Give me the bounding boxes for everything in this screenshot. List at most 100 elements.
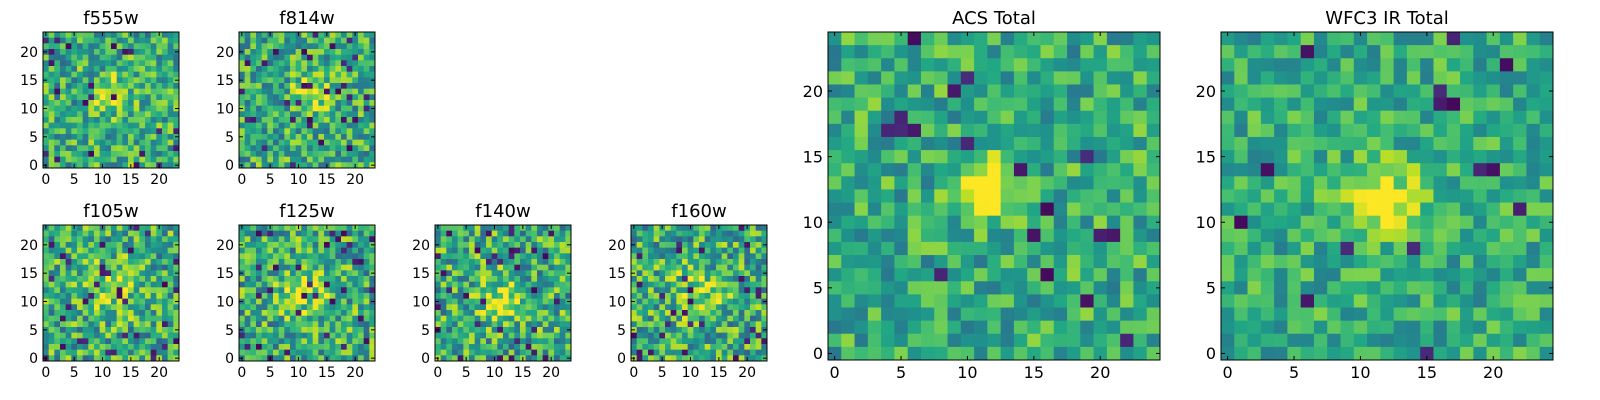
pixel (346, 83, 353, 90)
pixel (324, 60, 331, 67)
pixel (329, 315, 336, 322)
pixel (854, 97, 869, 112)
pixel (1433, 84, 1448, 98)
pixel (244, 145, 251, 152)
pixel (508, 344, 515, 351)
pixel (1234, 136, 1248, 151)
pixel (1260, 320, 1275, 335)
pixel (307, 134, 314, 141)
pixel (150, 83, 157, 90)
pixel (1027, 97, 1041, 112)
pixel (60, 281, 67, 288)
pixel (676, 242, 683, 249)
pixel (1067, 176, 1081, 190)
pixel (514, 338, 521, 345)
pixel (469, 264, 476, 271)
pixel (239, 145, 246, 152)
pixel (474, 349, 481, 356)
x-tick-label: 0 (237, 365, 246, 381)
pixel (94, 304, 101, 311)
pixel (346, 276, 353, 283)
pixel (1247, 97, 1262, 112)
pixel (65, 304, 72, 311)
pixel (486, 281, 493, 288)
pixel (329, 66, 336, 73)
pixel (239, 293, 246, 300)
pixel (329, 225, 336, 232)
pixel (1234, 32, 1248, 46)
pixel (352, 247, 359, 254)
pixel (261, 236, 268, 243)
pixel (733, 349, 740, 356)
pixel (116, 259, 123, 266)
pixel (99, 338, 106, 345)
pixel (738, 310, 745, 317)
pixel (71, 270, 78, 277)
pixel (670, 321, 677, 328)
pixel (520, 344, 527, 351)
pixel (648, 327, 655, 334)
pixel (82, 32, 89, 39)
pixel (128, 276, 135, 283)
pixel (256, 128, 263, 135)
pixel (239, 253, 246, 260)
pixel (1106, 97, 1121, 112)
pixel (721, 304, 728, 311)
pixel (284, 287, 291, 294)
pixel (256, 54, 263, 61)
pixel (256, 281, 263, 288)
pixel (312, 43, 319, 50)
pixel (1247, 202, 1262, 217)
pixel (312, 54, 319, 61)
pixel (699, 344, 706, 351)
pixel (341, 151, 348, 158)
pixel (48, 270, 55, 277)
pixel (1260, 136, 1275, 151)
pixel (94, 162, 101, 169)
pixel (301, 327, 308, 334)
pixel (244, 60, 251, 67)
pixel (88, 60, 95, 67)
x-tick-label: 15 (1417, 363, 1437, 382)
pixel (1340, 346, 1355, 361)
pixel (1313, 136, 1328, 151)
pixel (156, 259, 163, 266)
pixel (239, 117, 246, 124)
pixel (77, 253, 84, 260)
pixel (1146, 32, 1161, 46)
pixel (324, 315, 331, 322)
pixel (894, 97, 909, 112)
pixel (105, 49, 112, 56)
pixel (1327, 320, 1341, 335)
pixel (559, 315, 566, 322)
pixel (1380, 110, 1395, 125)
pixel (1221, 241, 1235, 256)
pixel (261, 117, 268, 124)
pixel (329, 139, 336, 146)
pixel (1247, 320, 1262, 335)
pixel (145, 49, 152, 56)
pixel (122, 253, 129, 260)
pixel (99, 139, 106, 146)
pixel (273, 83, 280, 90)
pixel (452, 310, 459, 317)
pixel (542, 321, 549, 328)
pixel (457, 225, 464, 232)
pixel (358, 145, 365, 152)
pixel (150, 134, 157, 141)
pixel (244, 88, 251, 95)
pixel (324, 100, 331, 107)
x-tick-label: 0 (629, 365, 638, 381)
pixel (261, 349, 268, 356)
pixel (60, 162, 67, 169)
pixel (122, 327, 129, 334)
pixel (1420, 32, 1434, 46)
pixel (363, 253, 370, 260)
pixel (173, 122, 180, 129)
pixel (82, 122, 89, 129)
pixel (150, 349, 157, 356)
pixel (480, 264, 487, 271)
pixel (682, 253, 689, 260)
pixel (894, 136, 909, 151)
